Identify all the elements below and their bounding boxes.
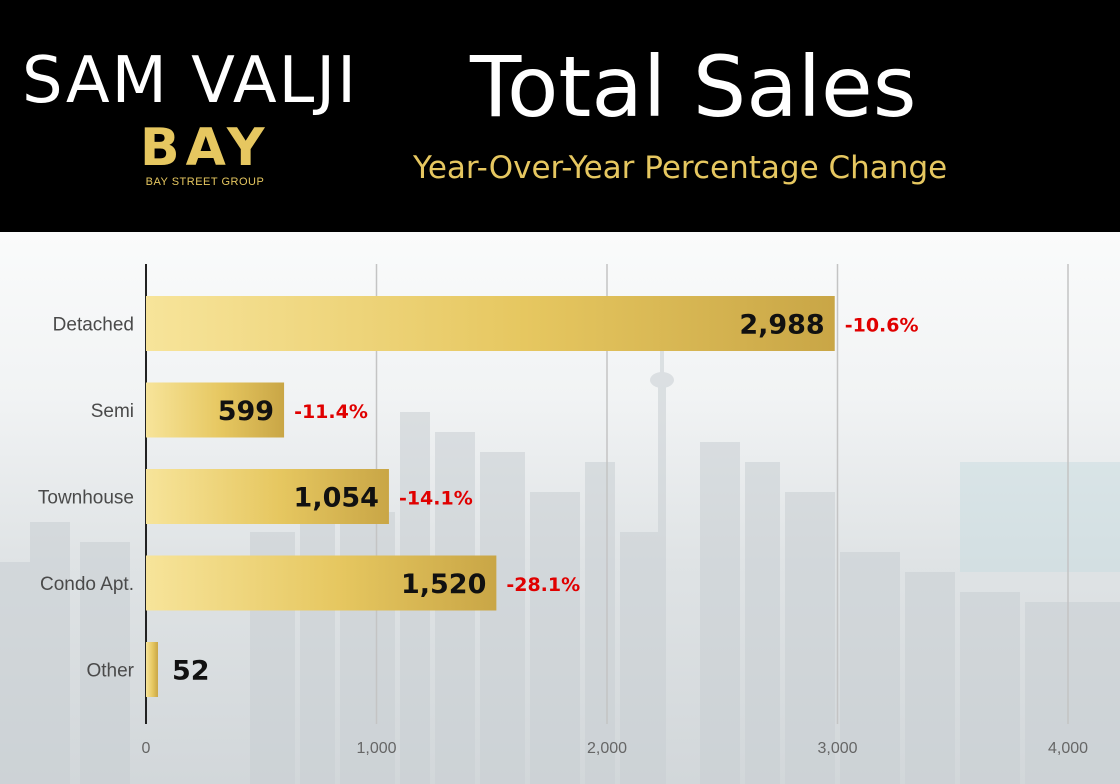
category-label: Detached — [53, 315, 134, 336]
chart-subtitle: Year-Over-Year Percentage Change — [413, 150, 948, 186]
category-label: Townhouse — [38, 488, 134, 509]
category-label: Condo Apt. — [40, 574, 134, 595]
yoy-change-label: -11.4% — [294, 401, 368, 423]
bay-logo: BAY BAY STREET GROUP — [140, 118, 280, 194]
bar-chart: 0 1,000 2,000 3,000 4,000 Detached 2,988 -10.6%… — [38, 264, 1088, 758]
category-label: Other — [86, 661, 134, 682]
x-tick-label: 4,000 — [1048, 740, 1088, 757]
x-tick-label: 2,000 — [587, 740, 627, 757]
value-label: 1,520 — [401, 569, 486, 600]
chart-title: Total Sales — [470, 38, 917, 136]
x-tick-label: 0 — [142, 740, 151, 757]
labels: 0 1,000 2,000 3,000 4,000 Detached 2,988 -10.6%… — [38, 310, 1088, 758]
value-label: 1,054 — [294, 483, 379, 514]
yoy-change-label: -10.6% — [845, 315, 919, 337]
logo-subtext: BAY STREET GROUP — [145, 176, 265, 188]
bars — [146, 296, 835, 697]
logo-wordmark: BAY — [140, 118, 271, 178]
bar-semi — [146, 382, 285, 438]
value-label: 599 — [218, 396, 274, 427]
bar-townhouse — [146, 469, 389, 524]
category-label: Semi — [91, 401, 134, 422]
bar-other — [146, 642, 158, 697]
value-label: 52 — [172, 656, 210, 687]
bar-condo-apt — [146, 555, 497, 611]
chart-area: 0 1,000 2,000 3,000 4,000 Detached 2,988 -10.6%… — [0, 232, 1120, 784]
value-label: 2,988 — [739, 310, 824, 341]
bar-detached — [146, 296, 835, 351]
x-tick-label: 1,000 — [356, 740, 396, 757]
yoy-change-label: -14.1% — [399, 488, 473, 510]
yoy-change-label: -28.1% — [506, 574, 580, 596]
x-tick-label: 3,000 — [817, 740, 857, 757]
brand-name: SAM VALJI — [22, 44, 359, 118]
header-banner: SAM VALJI BAY BAY STREET GROUP Total Sal… — [0, 0, 1120, 232]
